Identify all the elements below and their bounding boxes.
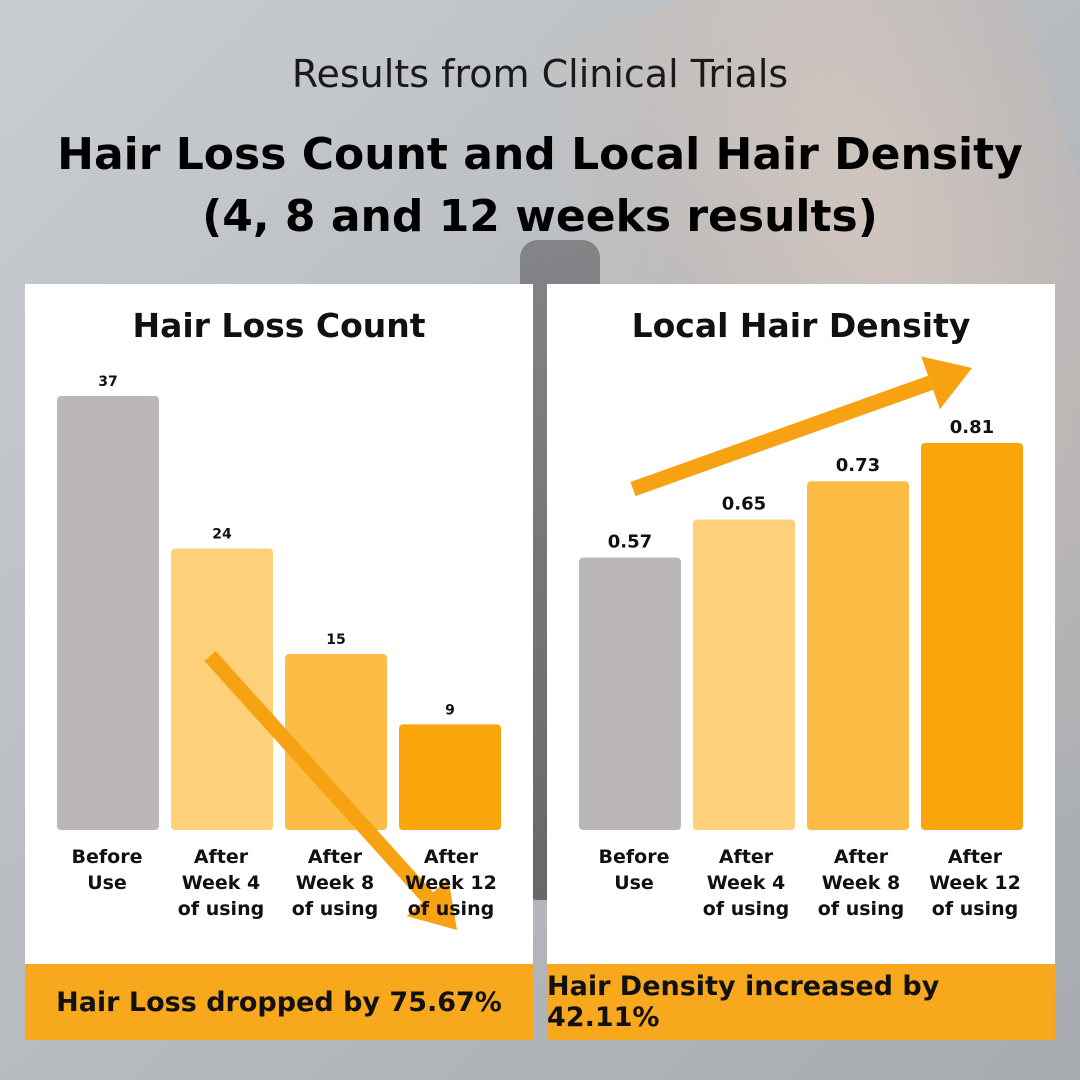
hair-loss-category-label: After Week 4 of using (177, 846, 265, 920)
hair-density-category-label: After Week 8 of using (817, 846, 905, 920)
hair-loss-bar (57, 396, 159, 830)
hair-loss-value-label: 24 (212, 526, 232, 542)
hair-loss-bar (399, 724, 501, 830)
hair-loss-summary: Hair Loss dropped by 75.67% (25, 964, 533, 1040)
hair-density-chart: 0.57 0.65 0.73 0.81 (579, 356, 1023, 830)
hair-loss-chart-title: Hair Loss Count (132, 306, 426, 345)
hair-loss-category-label: Before Use (71, 846, 143, 894)
hair-density-bar (693, 519, 795, 830)
hair-density-summary: Hair Density increased by 42.11% (547, 964, 1055, 1040)
hair-loss-chart: 37 24 15 9 (57, 374, 501, 930)
hair-density-value-label: 0.65 (722, 493, 766, 514)
hair-loss-category-label: After Week 12 of using (405, 846, 497, 920)
hair-density-bar (807, 481, 909, 830)
hair-density-value-label: 0.81 (950, 417, 994, 438)
hair-loss-bar (285, 654, 387, 830)
hair-density-bar (921, 443, 1023, 830)
hair-density-category-label: After Week 4 of using (702, 846, 790, 920)
hair-density-category-label: After Week 12 of using (929, 846, 1021, 920)
hair-density-panel: Local Hair Density 0.57 0.65 0.73 0.81 Befo… (547, 284, 1055, 1040)
hair-loss-panel: Hair Loss Count 37 24 15 9 Before Use After… (25, 284, 533, 1040)
hair-loss-category-label: After Week 8 of using (291, 846, 379, 920)
hair-density-trend-arrow-shaft (630, 375, 934, 497)
hair-density-category-label: Before Use (598, 846, 670, 894)
page-title: Hair Loss Count and Local Hair Density (… (0, 124, 1080, 248)
hair-loss-bar (171, 548, 273, 830)
hair-loss-value-label: 9 (445, 702, 455, 718)
hair-loss-value-label: 15 (326, 632, 345, 648)
page-title-line2: (4, 8 and 12 weeks results) (202, 191, 878, 242)
hair-density-value-label: 0.57 (608, 532, 652, 553)
hair-loss-trend-arrow-shaft (204, 650, 434, 903)
page-subtitle: Results from Clinical Trials (291, 52, 789, 96)
hair-density-trend-arrow-head (921, 356, 972, 410)
hair-density-bar (579, 557, 681, 830)
hair-density-chart-title: Local Hair Density (631, 306, 971, 345)
page-title-line1: Hair Loss Count and Local Hair Density (57, 129, 1023, 180)
hair-loss-value-label: 37 (98, 374, 117, 390)
hair-loss-trend-arrow-head (406, 878, 457, 930)
hair-density-value-label: 0.73 (836, 455, 880, 476)
